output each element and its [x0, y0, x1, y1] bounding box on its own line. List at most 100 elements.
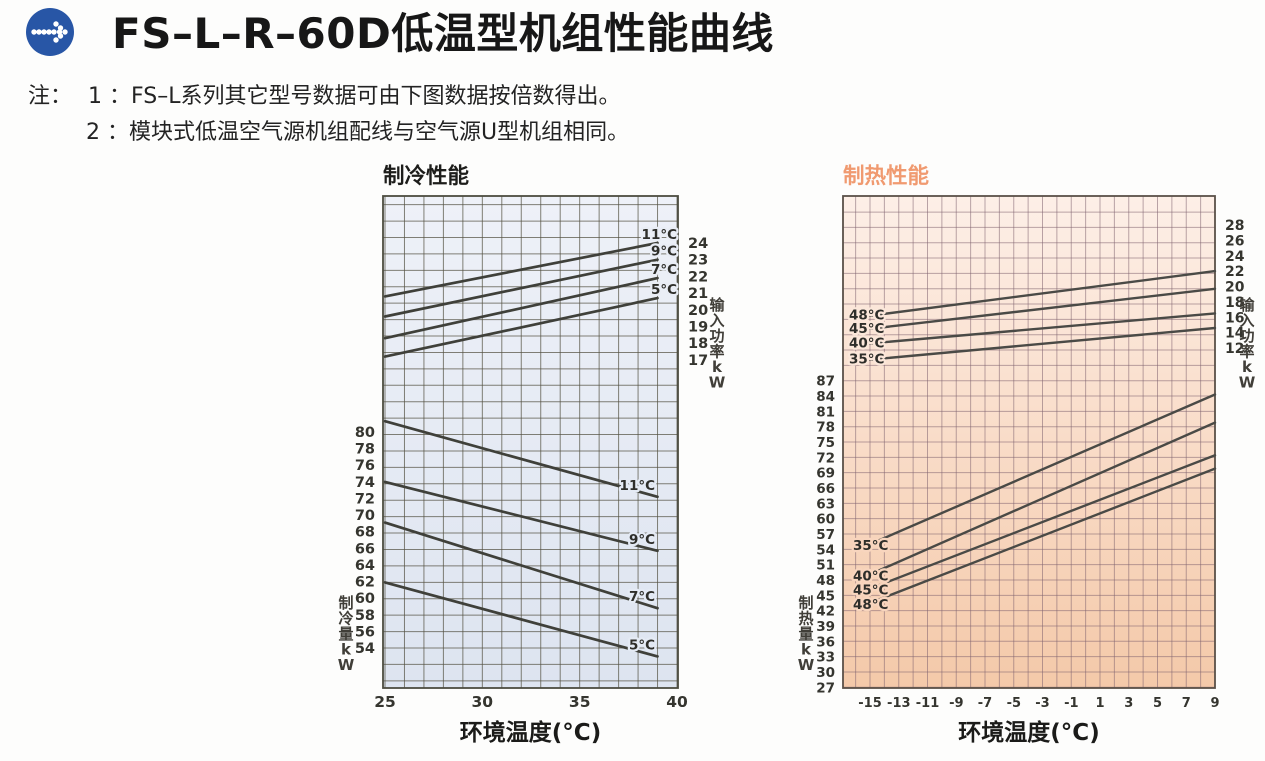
axis-tick: 76 — [355, 458, 375, 474]
axis-tick: 70 — [355, 508, 375, 524]
x-tick: -15 — [858, 696, 882, 711]
x-tick: 7 — [1182, 696, 1191, 711]
axis-name-char: W — [798, 656, 815, 674]
axis-tick: 78 — [355, 442, 375, 458]
x-tick: 30 — [472, 693, 494, 711]
axis-tick: 84 — [816, 389, 835, 405]
axis-tick: 80 — [355, 425, 375, 441]
series-line-5°C — [383, 296, 659, 358]
axis-tick: 57 — [816, 527, 835, 543]
axis-name-char: W — [1239, 374, 1256, 392]
axis-tick: 56 — [355, 624, 375, 640]
axis-tick: 45 — [816, 588, 835, 604]
axis-tick: 74 — [355, 475, 375, 491]
axis-tick: 48 — [816, 573, 835, 589]
x-axis-title: 环境温度(°C) — [460, 719, 601, 746]
axis-tick: 78 — [816, 420, 835, 436]
axis-tick: 51 — [816, 558, 835, 574]
axis-name-char: 功 — [1239, 327, 1254, 345]
series-line-11°C — [383, 241, 659, 298]
axis-tick: 58 — [355, 608, 375, 624]
x-tick: 3 — [1124, 696, 1133, 711]
axis-tick: 62 — [355, 575, 375, 591]
note-1-text: 1 ：FS–L系列其它型号数据可由下图数据按倍数得出。 — [88, 84, 621, 109]
series-label-48°C: 48°C — [853, 597, 889, 613]
series-label-48°C: 48°C — [849, 308, 885, 324]
x-tick: 35 — [569, 693, 591, 711]
axis-tick: 68 — [355, 525, 375, 541]
axis-tick: 20 — [1225, 280, 1245, 296]
x-axis-title: 环境温度(°C) — [958, 719, 1099, 746]
series-line-35°C — [868, 393, 1217, 546]
heating_capacity-axis-ticks: 8784817875726966636057545148454239363330… — [816, 374, 835, 697]
x-tick: 40 — [666, 693, 688, 711]
axis-name-char: k — [801, 641, 812, 659]
axis-tick: 26 — [1225, 233, 1244, 249]
axis-name-char: 量 — [338, 625, 353, 643]
axis-tick: 27 — [816, 680, 835, 696]
series-label-5°C: 5°C — [651, 282, 677, 298]
axis-tick: 66 — [816, 481, 835, 497]
series-label-11°C: 11°C — [642, 227, 678, 243]
note-prefix: 注： — [28, 84, 73, 109]
series-line-9°C — [383, 480, 659, 553]
x-tick: -13 — [887, 696, 911, 711]
series-label-40°C: 40°C — [853, 568, 889, 584]
note-line-2: 2 ：模块式低温空气源机组配线与空气源U型机组相同。 — [86, 120, 630, 145]
series-line-40°C — [868, 421, 1217, 576]
axis-tick: 54 — [816, 542, 835, 558]
x-tick: -7 — [978, 696, 992, 711]
axis-tick: 33 — [816, 650, 835, 666]
series-label-35°C: 35°C — [849, 352, 885, 368]
series-label-9°C: 9°C — [651, 244, 677, 260]
axis-name-char: 制 — [338, 594, 353, 612]
series-line-48°C — [868, 467, 1217, 605]
x-tick: 5 — [1153, 696, 1162, 711]
axis-tick: 22 — [1225, 264, 1244, 280]
heating-performance-chart: 48°C45°C40°C35°C282624222018161412输入功率kW… — [798, 163, 1256, 746]
series-line-9°C — [383, 258, 659, 318]
series-label-7°C: 7°C — [651, 262, 677, 278]
x-axis-ticks: 25 30 35 40 — [374, 693, 688, 711]
x-tick: 9 — [1210, 696, 1219, 711]
series-group-cooling_capacity: 11°C 9°C 7°C 5°C — [383, 419, 659, 658]
x-tick: -11 — [916, 696, 940, 711]
series-group-heating_capacity: 35°C 40°C45°C48°C — [851, 393, 1217, 615]
axis-tick: 14 — [1225, 326, 1245, 342]
axis-tick: 66 — [355, 541, 375, 557]
axis-tick: 17 — [688, 353, 708, 369]
axis-tick: 69 — [816, 466, 835, 482]
axis-name-char: k — [712, 358, 723, 376]
series-label-45°C: 45°C — [853, 583, 889, 599]
series-label-11°C: 11°C — [620, 478, 656, 494]
axis-name-char: k — [1242, 358, 1253, 376]
axis-tick: 21 — [688, 286, 708, 302]
axis-tick: 12 — [1225, 341, 1244, 357]
plot-frame — [842, 195, 1216, 689]
axis-tick: 22 — [688, 269, 708, 285]
x-tick: 1 — [1095, 696, 1104, 711]
axis-name-char: W — [338, 656, 355, 674]
axis-name-char: 入 — [1239, 312, 1254, 330]
x-tick: -1 — [1064, 696, 1078, 711]
axis-tick: 39 — [816, 619, 835, 635]
series-line-7°C — [383, 276, 659, 340]
axis-tick: 60 — [355, 591, 375, 607]
axis-name-char: 率 — [1239, 343, 1254, 361]
axis-tick: 24 — [1225, 249, 1245, 265]
axis-tick: 60 — [816, 512, 835, 528]
axis-tick: 23 — [688, 253, 708, 269]
x-tick: 25 — [374, 693, 396, 711]
axis-tick: 19 — [688, 320, 708, 336]
x-axis-ticks: -15 -13 -11 -9 -7 -5 -3 -1 1 3 5 7 9 — [858, 696, 1219, 711]
axis-tick: 64 — [355, 558, 375, 574]
series-label-9°C: 9°C — [629, 532, 655, 548]
dotted-arrow-circle-icon — [26, 8, 74, 56]
cooling-performance-chart: 11°C9°C7°C5°C2423222120191817输入功率kW11°C9… — [338, 163, 726, 746]
axis-tick: 75 — [816, 435, 835, 451]
